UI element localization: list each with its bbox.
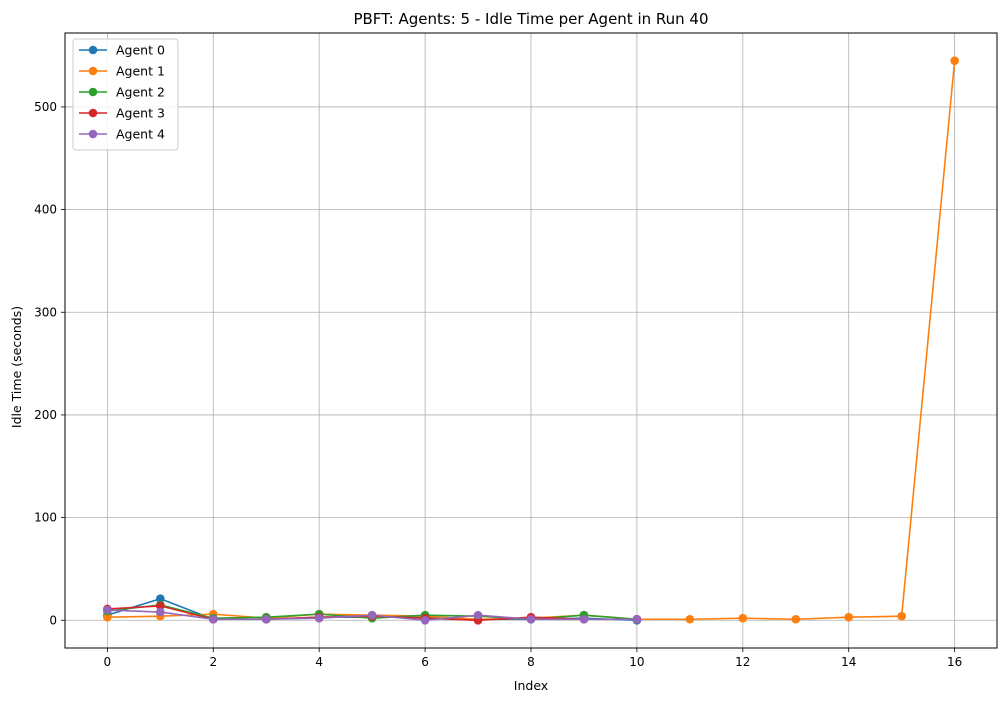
x-axis-label: Index xyxy=(514,678,548,693)
legend-box xyxy=(72,38,179,151)
plot-frame xyxy=(64,32,998,649)
legend-marker xyxy=(88,66,98,76)
grid-lines xyxy=(65,33,997,648)
data-point xyxy=(632,614,642,624)
data-point xyxy=(367,610,377,620)
x-tick-label: 10 xyxy=(629,655,644,669)
data-point xyxy=(473,610,483,620)
legend-marker xyxy=(88,129,98,139)
y-tick-label: 200 xyxy=(34,408,57,422)
legend-marker xyxy=(88,87,98,97)
data-point xyxy=(103,605,112,615)
series-4 xyxy=(103,605,642,625)
series-lines xyxy=(103,56,959,625)
data-point xyxy=(738,613,748,623)
legend-marker xyxy=(88,108,98,118)
y-tick-label: 100 xyxy=(34,511,57,525)
data-point xyxy=(314,613,324,623)
legend-label: Agent 2 xyxy=(116,85,165,100)
data-point xyxy=(156,601,165,611)
legend: Agent 0 Agent 1 Agent 2 Agent 3 Agent 4 xyxy=(72,38,179,151)
data-point xyxy=(844,612,854,622)
y-axis-label: Idle Time (seconds) xyxy=(9,306,24,428)
legend-label: Agent 3 xyxy=(116,106,165,121)
axis-ticks: 0 2 4 6 8 10 12 14 16 0 100 200 300 400 500 xyxy=(34,100,962,669)
x-tick-label: 12 xyxy=(735,655,750,669)
x-tick-label: 2 xyxy=(209,655,217,669)
data-point xyxy=(156,594,165,604)
x-tick-label: 16 xyxy=(947,655,962,669)
y-tick-label: 0 xyxy=(49,613,57,627)
data-point xyxy=(208,614,218,624)
x-tick-label: 4 xyxy=(315,655,323,669)
legend-marker xyxy=(88,45,98,55)
y-tick-label: 500 xyxy=(34,100,57,114)
data-point xyxy=(897,611,906,621)
data-point xyxy=(791,614,801,624)
data-point xyxy=(526,614,536,624)
legend-label: Agent 4 xyxy=(116,127,165,142)
y-tick-label: 300 xyxy=(34,305,57,319)
data-point xyxy=(420,615,430,625)
legend-label: Agent 1 xyxy=(116,64,165,79)
x-tick-label: 14 xyxy=(841,655,856,669)
x-tick-label: 6 xyxy=(421,655,429,669)
data-point xyxy=(156,607,165,617)
data-point xyxy=(685,614,695,624)
data-point xyxy=(950,56,959,66)
y-tick-label: 400 xyxy=(34,203,57,217)
x-tick-label: 0 xyxy=(104,655,112,669)
legend-label: Agent 0 xyxy=(116,43,165,58)
chart-title: PBFT: Agents: 5 - Idle Time per Agent in… xyxy=(353,10,708,28)
data-point xyxy=(579,614,589,624)
data-point xyxy=(103,612,112,622)
data-point xyxy=(261,614,271,624)
x-tick-label: 8 xyxy=(527,655,535,669)
